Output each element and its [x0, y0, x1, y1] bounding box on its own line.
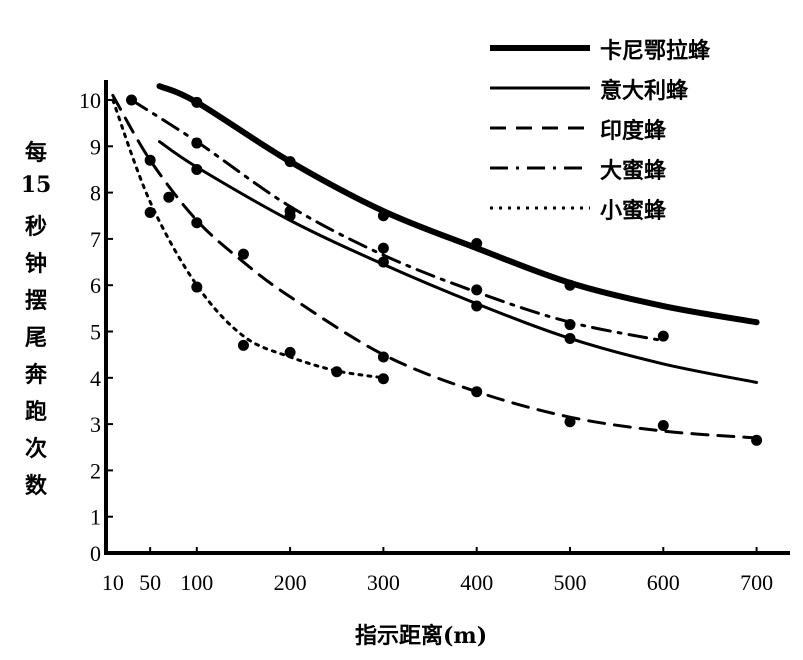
y-tick-label: 3	[90, 412, 101, 437]
y-tick-label: 9	[90, 134, 101, 159]
y-tick-label: 1	[90, 505, 101, 530]
data-point	[471, 284, 483, 296]
y-axis-label-char: 15	[20, 172, 52, 198]
data-point	[191, 281, 203, 293]
x-tick-label: 500	[554, 570, 587, 595]
data-point	[237, 248, 249, 260]
y-tick-label: 10	[79, 88, 101, 113]
data-point	[125, 94, 137, 106]
data-point	[564, 416, 576, 428]
x-tick-label: 10	[102, 570, 124, 595]
data-point	[284, 346, 296, 358]
data-point	[163, 191, 175, 203]
y-axis-label-char: 次	[24, 436, 47, 462]
x-tick-label: 700	[740, 570, 773, 595]
y-axis-label-char: 尾	[24, 325, 47, 351]
data-point	[191, 163, 203, 175]
y-axis-label-char: 每	[24, 140, 47, 166]
data-point	[377, 256, 389, 268]
data-point	[284, 156, 296, 168]
data-point	[237, 339, 249, 351]
y-tick-label: 4	[90, 366, 101, 391]
x-axis-title: 指示距离(m)	[355, 623, 488, 649]
y-axis-label-char: 摆	[24, 288, 47, 314]
series-line-3	[111, 93, 759, 440]
y-axis-label-char: 数	[24, 473, 47, 499]
data-point	[564, 279, 576, 291]
legend-label: 大蜜蜂	[600, 158, 667, 184]
data-point	[377, 351, 389, 363]
data-point	[471, 300, 483, 312]
x-tick-label: 400	[460, 570, 493, 595]
y-tick-label: 5	[90, 320, 101, 345]
x-tick-label: 100	[180, 570, 213, 595]
x-tick-label: 50	[139, 570, 161, 595]
data-point	[284, 205, 296, 217]
y-tick-label: 2	[90, 458, 101, 483]
data-point	[657, 419, 669, 431]
data-point	[564, 319, 576, 331]
legend-label: 卡尼鄂拉蜂	[600, 38, 711, 64]
y-tick-label: 7	[90, 227, 101, 252]
data-point	[144, 207, 156, 219]
data-point	[377, 373, 389, 385]
y-axis-label-char: 钟	[24, 251, 47, 277]
y-axis-label-char: 跑	[24, 399, 47, 425]
x-tick-label: 200	[274, 570, 307, 595]
data-point	[564, 332, 576, 344]
y-axis-label-char: 秒	[24, 214, 47, 240]
data-point	[377, 242, 389, 254]
data-point	[657, 330, 669, 342]
y-tick-label: 8	[90, 181, 101, 206]
y-axis-label-char: 奔	[24, 362, 47, 388]
data-point	[471, 386, 483, 398]
data-point	[191, 217, 203, 229]
series-line-5	[111, 98, 385, 380]
legend-label: 小蜜蜂	[600, 198, 667, 224]
data-point	[751, 434, 763, 446]
data-point	[331, 366, 343, 378]
data-point	[471, 238, 483, 250]
y-tick-label: 6	[90, 273, 101, 298]
series-line-1	[156, 83, 760, 326]
y-tick-label: 0	[90, 541, 101, 566]
data-point	[191, 137, 203, 149]
data-point	[144, 154, 156, 166]
legend-label: 印度蜂	[600, 118, 667, 144]
x-tick-label: 600	[647, 570, 680, 595]
series-line-2	[157, 140, 759, 384]
legend-label: 意大利蜂	[600, 78, 689, 104]
data-point	[191, 96, 203, 108]
x-tick-label: 300	[367, 570, 400, 595]
data-point	[377, 210, 389, 222]
